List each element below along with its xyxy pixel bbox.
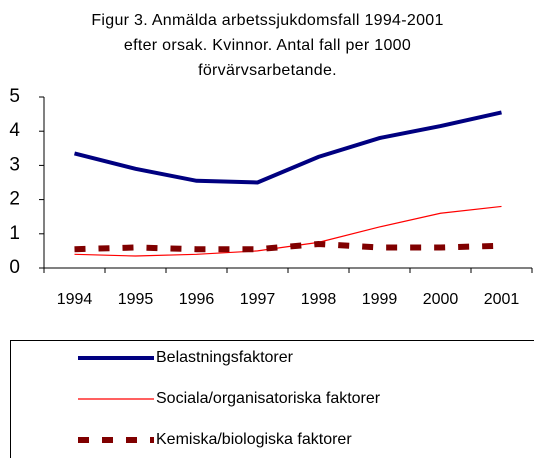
y-tick-label: 2 bbox=[9, 189, 20, 210]
x-tick-label: 1994 bbox=[57, 291, 93, 308]
y-tick-label: 1 bbox=[9, 223, 20, 244]
legend-label: Kemiska/biologiska faktorer bbox=[156, 431, 352, 448]
y-tick-label: 5 bbox=[9, 86, 20, 107]
chart-title: Figur 3. Anmälda arbetssjukdomsfall 1994… bbox=[91, 12, 444, 79]
x-tick-label: 1999 bbox=[362, 291, 398, 308]
x-tick-label: 1998 bbox=[301, 291, 337, 308]
legend-box bbox=[10, 340, 534, 458]
x-tick-label: 1996 bbox=[179, 291, 215, 308]
y-tick-label: 4 bbox=[9, 120, 20, 141]
x-tick-label: 1995 bbox=[118, 291, 154, 308]
legend-label: Belastningsfaktorer bbox=[156, 349, 294, 366]
y-tick-label: 3 bbox=[9, 154, 20, 175]
y-tick-label: 0 bbox=[9, 257, 20, 278]
x-tick-label: 1997 bbox=[240, 291, 276, 308]
legend-label: Sociala/organisatoriska faktorer bbox=[156, 390, 381, 407]
series-line bbox=[74, 205, 502, 257]
series-line bbox=[74, 110, 502, 185]
x-tick-label: 2000 bbox=[423, 291, 459, 308]
x-tick-label: 2001 bbox=[484, 291, 520, 308]
